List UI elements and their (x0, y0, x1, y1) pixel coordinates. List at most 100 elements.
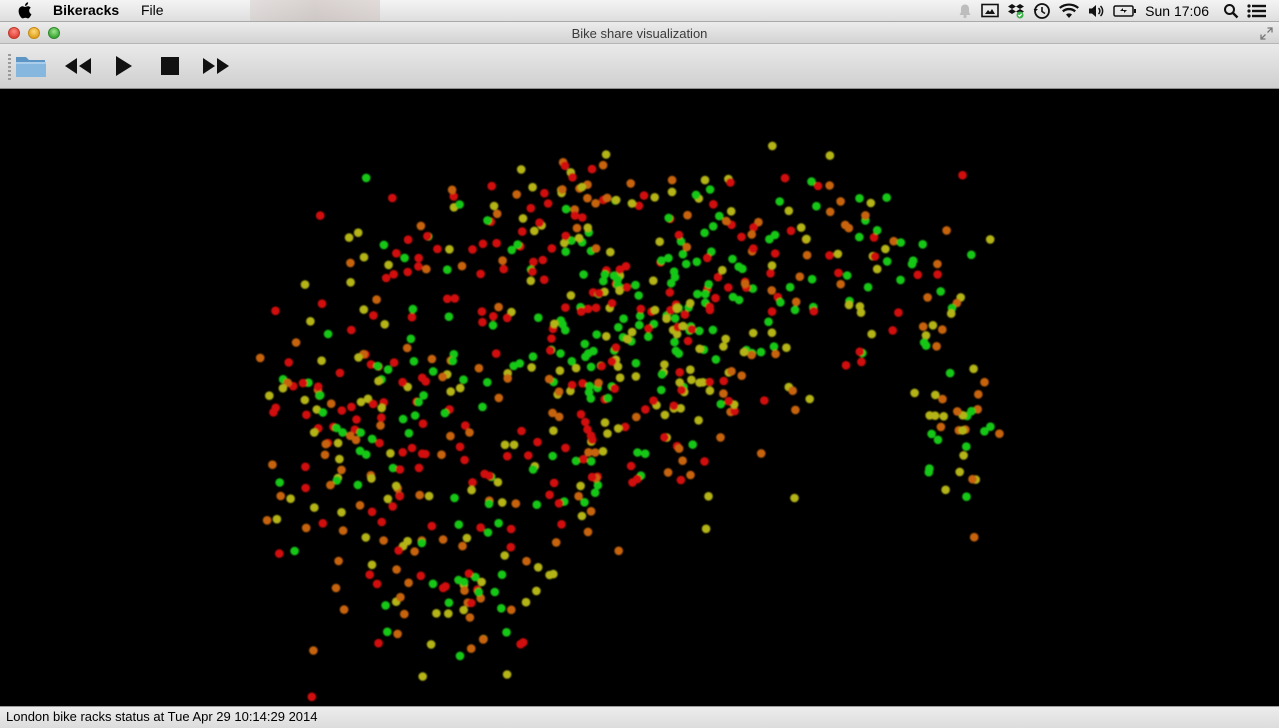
close-window-button[interactable] (8, 27, 20, 39)
bike-rack-dot (776, 298, 785, 307)
bike-rack-dot (587, 472, 597, 482)
bike-rack-dot (863, 282, 873, 292)
bike-rack-dot (433, 244, 442, 254)
bike-rack-dot (478, 239, 488, 249)
bike-rack-dot (678, 321, 688, 331)
bike-rack-dot (477, 577, 486, 587)
open-folder-button[interactable] (14, 50, 48, 82)
time-machine-icon[interactable] (1033, 0, 1051, 22)
bike-rack-dot (719, 376, 728, 386)
apple-icon[interactable] (18, 1, 34, 19)
bike-rack-dot (298, 378, 308, 388)
bike-rack-dot (359, 252, 369, 262)
dropbox-icon[interactable] (1007, 0, 1025, 22)
display-icon[interactable] (981, 0, 999, 22)
zoom-window-button[interactable] (48, 27, 60, 39)
bike-rack-dot (685, 298, 695, 308)
bike-rack-dot (938, 394, 947, 404)
bike-rack-dot (807, 177, 816, 186)
bike-rack-dot (962, 442, 971, 451)
bike-rack-dot (426, 640, 436, 649)
bike-rack-dot (309, 646, 318, 655)
bike-rack-dot (719, 342, 728, 351)
bike-rack-dot (626, 179, 635, 188)
bike-rack-dot (682, 242, 692, 252)
bike-rack-dot (409, 357, 419, 366)
bike-rack-dot (465, 428, 474, 437)
spotlight-icon[interactable] (1223, 0, 1239, 22)
bike-rack-dot (483, 378, 492, 387)
bike-rack-dot (528, 267, 537, 276)
bike-rack-dot (578, 379, 587, 388)
bike-rack-dot (497, 498, 507, 507)
bike-rack-dot (457, 261, 467, 271)
menubar-clock[interactable]: Sun 17:06 (1145, 3, 1209, 19)
bike-rack-dot (640, 449, 650, 459)
bike-rack-dot (610, 384, 619, 393)
stop-button[interactable] (153, 50, 187, 82)
bike-rack-dot (476, 523, 485, 532)
visualization-canvas[interactable] (0, 89, 1279, 706)
bike-rack-dot (346, 258, 355, 268)
volume-icon[interactable] (1087, 0, 1105, 22)
bike-rack-dot (719, 389, 728, 398)
bike-rack-dot (590, 448, 600, 457)
bike-rack-dot (286, 494, 295, 504)
play-button[interactable] (107, 50, 141, 82)
bike-rack-dot (663, 468, 673, 477)
bike-rack-dot (271, 306, 280, 316)
bike-rack-dot (747, 350, 756, 360)
bike-rack-dot (459, 605, 469, 615)
notification-icon[interactable] (957, 0, 973, 22)
bike-rack-dot (517, 227, 527, 236)
bike-rack-dot (705, 386, 715, 396)
bike-rack-dot (317, 356, 326, 366)
bike-rack-dot (551, 538, 561, 547)
fast-forward-button[interactable] (199, 50, 233, 82)
bike-rack-dot (768, 141, 777, 151)
file-menu[interactable]: File (141, 2, 164, 18)
bike-rack-dot (631, 372, 641, 381)
bike-rack-dot (554, 412, 564, 422)
bike-rack-dot (657, 385, 666, 395)
bike-rack-dot (583, 223, 593, 232)
minimize-window-button[interactable] (28, 27, 40, 39)
bike-rack-dot (641, 405, 650, 414)
bike-rack-dot (740, 279, 750, 289)
bike-rack-dot (462, 533, 472, 543)
bike-rack-dot (391, 481, 401, 491)
bike-rack-dot (622, 283, 632, 292)
bike-rack-dot (326, 399, 336, 409)
bike-rack-dot (478, 635, 488, 644)
bike-rack-dot (844, 300, 854, 310)
battery-icon[interactable] (1113, 0, 1137, 22)
wifi-icon[interactable] (1059, 0, 1080, 22)
bike-rack-dot (315, 211, 325, 220)
bike-rack-dot (443, 294, 452, 304)
fullscreen-icon[interactable] (1260, 27, 1273, 40)
bike-rack-dot (301, 523, 311, 533)
bike-rack-dot (459, 375, 468, 385)
bike-rack-dot (611, 195, 621, 205)
bike-rack-dot (650, 305, 660, 315)
rewind-button[interactable] (61, 50, 95, 82)
bike-rack-dot (756, 347, 766, 357)
notification-center-icon[interactable] (1247, 0, 1267, 22)
bike-rack-dot (669, 401, 679, 411)
bike-rack-dot (986, 422, 995, 432)
bike-rack-dot (855, 194, 864, 203)
bike-rack-dot (377, 413, 386, 423)
bike-rack-dot (417, 538, 427, 548)
bike-rack-dot (332, 476, 342, 485)
bike-rack-dot (262, 516, 272, 525)
bike-rack-dot (547, 244, 557, 253)
bike-rack-dot (300, 395, 310, 405)
bike-rack-dot (438, 535, 448, 544)
app-menu[interactable]: Bikeracks (53, 2, 120, 18)
window-titlebar[interactable]: Bike share visualization (0, 22, 1279, 44)
bike-rack-dot (522, 556, 531, 566)
toolbar-grip[interactable] (8, 54, 11, 80)
bike-rack-dot (465, 613, 475, 622)
bike-rack-dot (603, 393, 613, 403)
bike-rack-dot (507, 605, 516, 615)
